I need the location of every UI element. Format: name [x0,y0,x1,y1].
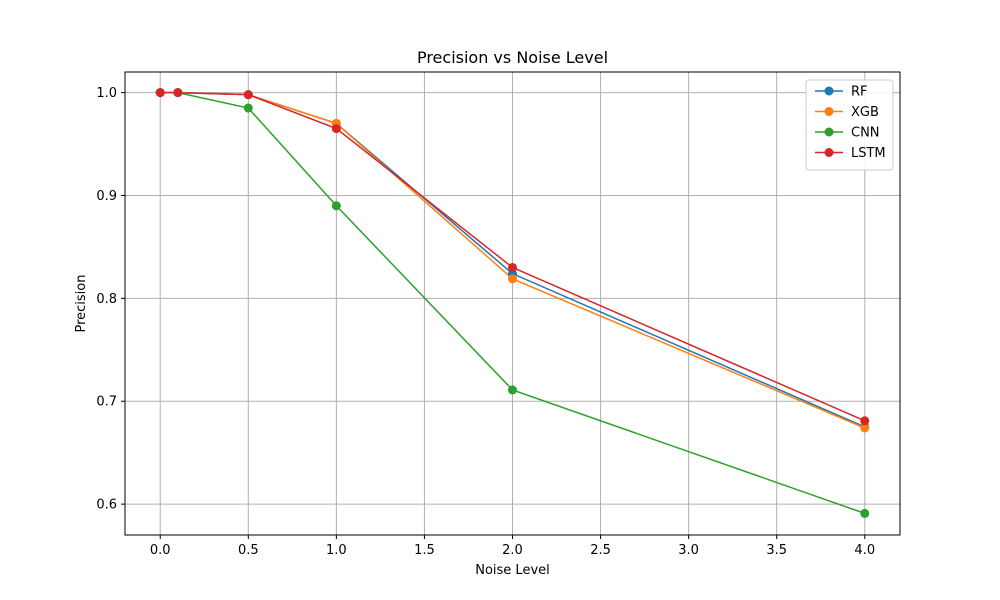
x-tick-label: 2.0 [502,543,523,558]
x-axis-ticks: 0.0 0.5 1.0 1.5 2.0 2.5 3.0 3.5 4.0 [150,535,875,558]
data-point-lstm [508,262,517,272]
legend-label-xgb: XGB [851,105,879,120]
y-axis-label: Precision [74,274,89,332]
x-tick-label: 3.5 [766,543,787,558]
data-point-cnn [331,201,341,211]
data-point-xgb [508,274,517,284]
x-tick-label: 3.0 [678,543,699,558]
legend-box [805,79,894,171]
y-axis-ticks: 0.6 0.7 0.8 0.9 1.0 [96,86,125,513]
plot-frame [124,71,901,536]
data-point-cnn [860,508,870,518]
y-tick-label: 1.0 [96,86,117,101]
grid [125,72,900,535]
chart-title: Precision vs Noise Level [417,48,608,67]
legend: RF XGB CNN LSTM [805,79,894,171]
x-tick-label: 0.0 [150,543,171,558]
y-tick-label: 0.8 [96,292,117,307]
data-point-cnn [243,103,253,113]
x-axis-label: Noise Level [475,563,550,578]
y-tick-label: 0.6 [96,498,117,513]
x-tick-label: 1.5 [414,543,435,558]
y-tick-label: 0.7 [96,395,117,410]
data-point-lstm [243,90,253,100]
series-points [155,88,870,518]
data-point-lstm [155,88,165,98]
y-tick-label: 0.9 [96,189,117,204]
legend-marker-rf [824,86,834,96]
x-tick-label: 0.5 [238,543,259,558]
legend-marker-lstm [824,148,834,157]
legend-marker-cnn [824,127,834,137]
x-tick-label: 2.5 [590,543,611,558]
data-point-lstm [331,124,341,134]
legend-label-lstm: LSTM [851,146,886,161]
legend-label-rf: RF [851,85,868,100]
data-point-lstm [860,416,870,426]
legend-label-cnn: CNN [851,126,880,141]
x-tick-label: 4.0 [854,543,875,558]
x-tick-label: 1.0 [326,543,347,558]
legend-marker-xgb [824,107,834,116]
data-point-cnn [508,385,517,395]
data-point-lstm [173,88,183,98]
data-point-xgb [860,423,870,433]
